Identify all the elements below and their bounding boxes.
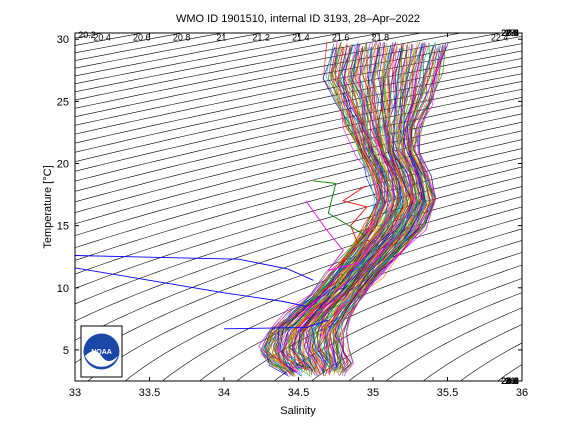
density-contour — [199, 240, 522, 381]
profile-line — [285, 43, 394, 370]
density-contour-label: 22.4 — [491, 33, 509, 43]
profile-line — [313, 46, 417, 374]
profile-line-outlier — [75, 255, 314, 281]
profile-line-outlier — [305, 200, 359, 272]
logo-gull-shape — [85, 351, 118, 367]
y-tick-label: 15 — [57, 221, 69, 233]
x-tick-label: 35.5 — [437, 387, 458, 399]
y-tick-label: 5 — [63, 345, 69, 357]
x-axis: 33 33.5 34 34.5 35 35.5 36 — [69, 33, 528, 399]
density-contour — [75, 157, 522, 289]
density-contour — [124, 217, 522, 381]
profile-line — [306, 42, 407, 375]
chart-title: WMO ID 1901510, internal ID 3193, 28–Apr… — [176, 13, 420, 25]
density-contour — [348, 292, 522, 381]
density-contour — [422, 324, 522, 381]
x-tick-label: 35 — [367, 387, 379, 399]
density-contour — [385, 307, 522, 381]
density-contour — [75, 113, 522, 225]
profile-line — [278, 46, 388, 369]
density-contour-label: 21.8 — [372, 33, 390, 43]
profile-line — [342, 42, 449, 371]
density-contour — [75, 33, 384, 93]
density-contour — [75, 58, 522, 153]
density-contour — [75, 33, 225, 61]
density-contour — [75, 121, 522, 236]
density-contour — [87, 206, 522, 381]
density-contour-label: 21.4 — [292, 33, 310, 43]
density-contour — [75, 33, 304, 77]
density-contour-label: 21.2 — [252, 33, 270, 43]
x-tick-label: 36 — [516, 387, 528, 399]
y-axis-title: Temperature [°C] — [42, 165, 54, 248]
density-contour — [311, 278, 522, 381]
profile-line — [338, 44, 440, 377]
x-tick-label: 33 — [69, 387, 81, 399]
y-tick-label: 25 — [57, 96, 69, 108]
y-tick-label: 30 — [57, 34, 69, 46]
profile-line — [293, 49, 406, 370]
density-contour — [75, 105, 522, 213]
x-axis-title: Salinity — [280, 405, 316, 417]
density-contour-label: 21.6 — [332, 33, 350, 43]
density-contour-label: 20.2 — [78, 30, 96, 40]
density-contour — [75, 97, 522, 203]
profile-line — [293, 45, 398, 372]
profile-lines — [75, 41, 449, 377]
profile-line — [340, 47, 447, 370]
density-contour — [75, 33, 264, 69]
density-contour-label: 20.6 — [133, 33, 151, 43]
density-contour-label: 20.8 — [173, 33, 191, 43]
x-tick-label: 34.5 — [288, 387, 309, 399]
density-contour — [75, 148, 522, 275]
profile-line-outlier — [75, 267, 306, 307]
profile-line — [282, 44, 389, 373]
profile-line — [307, 49, 416, 372]
density-contour — [75, 33, 344, 85]
density-contour-label: 21 — [216, 33, 226, 43]
density-contour — [75, 33, 463, 109]
profile-line-outlier — [223, 319, 329, 330]
density-contour — [75, 139, 522, 261]
noaa-logo: NOAA — [80, 325, 123, 378]
profile-line — [317, 48, 422, 374]
logo-text: NOAA — [91, 349, 112, 356]
density-contour — [162, 228, 522, 381]
density-contour — [75, 50, 522, 144]
x-tick-label: 33.5 — [139, 387, 160, 399]
y-tick-label: 10 — [57, 283, 69, 295]
y-axis: 5 10 15 20 25 30 — [57, 34, 522, 357]
profile-line-outlier — [342, 185, 368, 245]
density-contour — [75, 130, 522, 249]
profile-line-outlier — [313, 180, 366, 236]
density-contour — [75, 186, 522, 341]
profile-line — [329, 43, 430, 373]
density-contour — [75, 33, 423, 101]
y-tick-label: 20 — [57, 159, 69, 171]
profile-line — [264, 43, 381, 371]
density-contour-label: 20.4 — [93, 33, 111, 43]
profile-line — [284, 43, 394, 371]
profile-line — [298, 42, 402, 369]
x-tick-label: 34 — [218, 387, 230, 399]
profile-line — [322, 41, 423, 376]
profile-line — [344, 43, 447, 374]
